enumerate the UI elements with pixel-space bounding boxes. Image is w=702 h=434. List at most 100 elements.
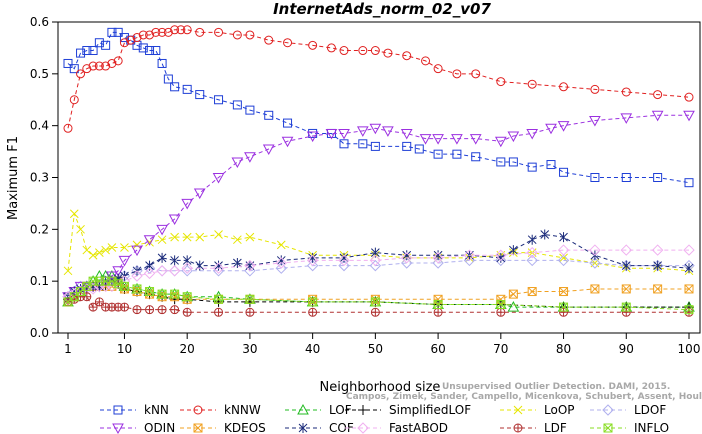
data-point-knnw [119, 38, 129, 48]
legend-label-ldof: LDOF [634, 403, 666, 417]
data-point-fastabod [557, 244, 570, 256]
series-line-kdeos [67, 280, 689, 303]
series-inflo [63, 276, 694, 315]
data-point-loop [107, 243, 117, 252]
data-point-fastabod [338, 254, 350, 267]
data-point-fastabod [620, 244, 632, 256]
data-point-lof [507, 301, 520, 312]
data-point-knn [245, 105, 255, 115]
data-point-knn [414, 144, 424, 154]
data-point-fastabod [651, 244, 664, 256]
data-point-knn [163, 74, 173, 84]
data-point-knnw [684, 92, 694, 102]
data-point-ldf [308, 307, 318, 317]
data-point-knn [508, 157, 518, 167]
data-point-odin [419, 134, 432, 145]
legend-item-ldf: LDF [500, 421, 567, 434]
data-point-knnw [471, 69, 481, 79]
data-point-knn [107, 27, 117, 37]
data-point-inflo [157, 289, 167, 299]
data-point-knnw [370, 46, 380, 56]
data-point-inflo [684, 305, 694, 315]
x-axis-label: Neighborhood size [320, 380, 441, 395]
legend-marker-knnw [193, 405, 203, 415]
data-point-loop [245, 232, 255, 242]
data-point-ldf [82, 292, 92, 302]
chart-title: InternetAds_norm_02_v07 [273, 0, 491, 18]
x-tick-label: 20 [180, 342, 195, 356]
legend-label-kdeos: KDEOS [224, 421, 266, 434]
data-point-ldof [275, 262, 287, 274]
data-point-loop [69, 209, 79, 219]
data-point-knnw [163, 27, 173, 37]
data-point-fastabod [87, 283, 99, 295]
legend-marker-knn [113, 405, 123, 415]
data-point-loop [88, 250, 98, 260]
data-point-fastabod [244, 259, 256, 272]
data-point-knnw [433, 64, 443, 74]
data-point-cof [540, 229, 550, 240]
data-point-loop [233, 235, 242, 245]
data-point-knnw [69, 95, 79, 105]
legend-marker-ldof [602, 404, 614, 416]
data-point-knnw [170, 25, 180, 35]
data-point-kdeos [590, 284, 600, 294]
data-point-ldf [245, 307, 255, 317]
data-point-knn [370, 141, 380, 151]
data-point-knn [590, 173, 600, 182]
data-point-knnw [496, 77, 506, 87]
legend-item-inflo: INFLO [590, 421, 669, 434]
x-axis: 1 10 20 30 40 50 60 70 80 90 100 [64, 333, 700, 356]
data-point-inflo [370, 297, 380, 307]
data-point-odin [231, 157, 244, 168]
data-point-knnw [590, 84, 600, 94]
data-point-inflo [496, 299, 506, 309]
data-point-knn [138, 43, 148, 53]
data-point-knnw [245, 30, 255, 40]
data-point-fastabod [212, 262, 225, 274]
legend-item-lof: LOF [285, 403, 352, 417]
data-point-knn [151, 46, 161, 56]
data-point-knnw [182, 25, 192, 35]
legend: kNN kNNW LOF SimplifiedLOF LoOP LDOF ODIN KDEOS… [100, 403, 669, 434]
data-point-odin [589, 115, 601, 127]
data-point-inflo [132, 284, 142, 294]
x-tick-label: 60 [430, 342, 445, 356]
y-tick-label: 0.6 [30, 15, 49, 29]
data-point-knnw [113, 56, 123, 66]
legend-label-inflo: INFLO [634, 421, 669, 434]
legend-label-knnw: kNNW [224, 403, 261, 417]
legend-marker-loop [513, 405, 523, 415]
data-point-cof [684, 263, 694, 274]
legend-marker-cof [298, 423, 308, 433]
legend-item-knn: kNN [100, 403, 169, 417]
data-point-simplifiedlof [213, 296, 224, 307]
data-point-ldf [621, 307, 631, 317]
legend-label-lof: LOF [329, 403, 352, 417]
data-point-odin [143, 235, 156, 246]
data-point-ldf [145, 305, 155, 315]
data-point-loop [195, 232, 205, 242]
data-point-kdeos [559, 287, 569, 297]
data-point-inflo [433, 299, 443, 309]
data-point-knnw [145, 30, 155, 40]
data-point-inflo [182, 292, 192, 302]
data-point-cof [621, 260, 631, 271]
data-point-cof [233, 258, 242, 269]
data-point-loop [214, 230, 223, 239]
data-point-knn [76, 48, 86, 58]
series-knnw [63, 25, 694, 133]
data-point-knn [496, 157, 506, 167]
data-point-odin [338, 128, 350, 140]
data-point-kdeos [653, 284, 663, 294]
data-point-odin [369, 123, 382, 135]
data-point-fastabod [275, 257, 287, 269]
data-point-odin [181, 198, 194, 210]
data-point-odin [131, 245, 143, 257]
data-point-odin [306, 131, 319, 143]
legend-marker-kdeos [193, 423, 203, 433]
data-point-knnw [283, 38, 293, 48]
data-point-knnw [308, 40, 318, 50]
data-point-knn [283, 118, 293, 128]
